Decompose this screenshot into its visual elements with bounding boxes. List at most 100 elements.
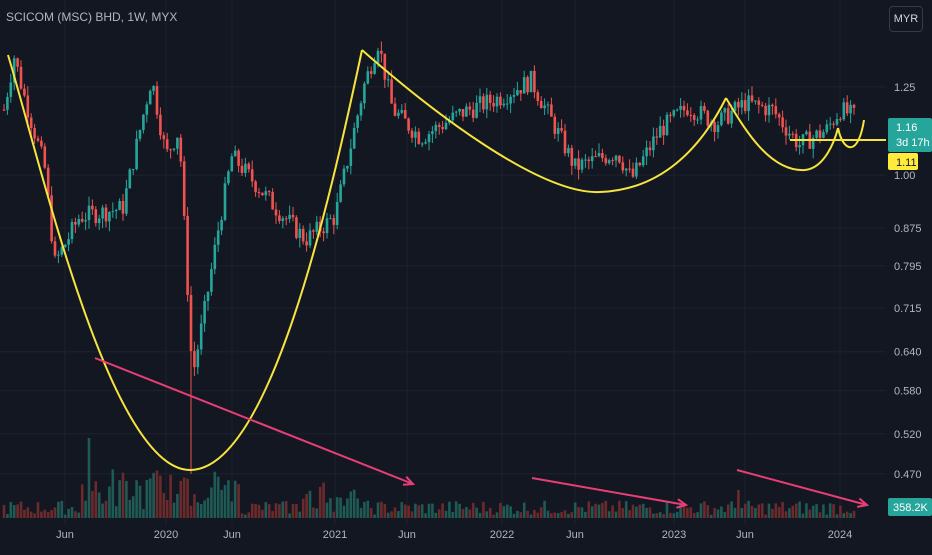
volume-bar xyxy=(519,512,523,518)
candle-body xyxy=(696,119,699,121)
volume-bar xyxy=(594,503,597,518)
volume-bar xyxy=(669,512,672,518)
volume-bar xyxy=(57,501,60,518)
currency-button[interactable]: MYR xyxy=(889,6,923,32)
volume-bar xyxy=(431,503,434,518)
volume-tag xyxy=(888,498,932,516)
volume-bar xyxy=(832,504,835,518)
candle-body xyxy=(108,211,111,222)
volume-bar xyxy=(403,504,407,518)
volume-bar xyxy=(121,472,125,518)
candle-body xyxy=(512,95,516,97)
candle-body xyxy=(737,101,740,108)
candle-body xyxy=(376,50,380,64)
volume-bar xyxy=(822,504,825,518)
candle-body xyxy=(67,239,70,245)
candle-body xyxy=(152,86,155,91)
candle-body xyxy=(618,155,621,163)
candle-body xyxy=(788,133,791,136)
volume-bar xyxy=(716,509,720,518)
volume-bar xyxy=(465,507,468,518)
candle-body xyxy=(458,108,461,112)
volume-bar xyxy=(179,480,183,518)
volume-bar xyxy=(434,512,438,518)
volume-bar xyxy=(165,500,169,518)
volume-bar xyxy=(23,509,26,518)
volume-bar xyxy=(665,502,669,518)
candle-body xyxy=(488,94,492,103)
candle-body xyxy=(257,192,261,194)
volume-bar xyxy=(577,507,580,518)
volume-bar xyxy=(774,503,778,518)
volume-bar xyxy=(169,474,172,518)
volume-bar xyxy=(553,512,557,518)
volume-trend-arrow xyxy=(736,469,868,506)
volume-bar xyxy=(108,486,111,518)
candle-body xyxy=(104,207,108,222)
volume-bar xyxy=(91,490,94,518)
candle-body xyxy=(628,168,631,170)
candle-body xyxy=(118,200,121,211)
candle-body xyxy=(723,108,727,113)
candle-body xyxy=(63,244,67,248)
candle-body xyxy=(295,217,298,238)
price-tags: 1.16 3d 17h 1.11 358.2K xyxy=(888,118,932,516)
volume-bar xyxy=(386,512,390,518)
candle-body xyxy=(80,218,84,222)
candle-body xyxy=(223,183,227,220)
candle-body xyxy=(410,130,414,138)
candle-body xyxy=(577,158,580,170)
candle-body xyxy=(845,102,849,114)
volume-tag-label: 358.2K xyxy=(893,502,929,514)
candle-body xyxy=(366,71,370,84)
candle-body xyxy=(16,58,19,67)
candle-body xyxy=(655,136,659,138)
volume-bar xyxy=(672,513,676,518)
volume-bar xyxy=(730,501,733,518)
candle-body xyxy=(679,105,682,110)
volume-bar xyxy=(240,513,244,518)
candle-body xyxy=(414,131,417,138)
volume-bar xyxy=(193,494,196,518)
candle-body xyxy=(101,207,104,219)
candle-body xyxy=(516,90,519,96)
volume-bar xyxy=(635,506,638,518)
candle-body xyxy=(403,109,407,119)
volume-bar xyxy=(652,513,655,518)
candle-body xyxy=(305,241,308,246)
candle-body xyxy=(155,86,159,115)
volume-bar xyxy=(760,503,764,518)
candle-body xyxy=(400,109,404,113)
volume-bar xyxy=(80,484,84,518)
volume-bar xyxy=(19,501,23,518)
candle-body xyxy=(227,171,230,184)
volume-bar xyxy=(522,502,526,518)
y-tick-label: 0.875 xyxy=(894,223,922,235)
volume-bar xyxy=(638,504,642,518)
drawing-overlays xyxy=(7,49,886,509)
volume-bar xyxy=(828,503,832,518)
volume-bar xyxy=(587,501,591,518)
candle-body xyxy=(777,114,781,118)
candle-body xyxy=(138,129,142,139)
volume-bar xyxy=(699,503,703,518)
volume-bar xyxy=(597,504,601,518)
candle-body xyxy=(114,210,118,212)
candle-body xyxy=(757,100,761,105)
cup-handle-curve xyxy=(7,49,363,472)
volume-bar xyxy=(9,502,13,518)
candle-body xyxy=(352,127,356,149)
volume-bar xyxy=(424,513,427,518)
volume-bar xyxy=(696,512,699,518)
candle-body xyxy=(672,110,676,116)
arrow-head xyxy=(676,498,689,509)
volume-bar xyxy=(747,500,750,518)
volume-bar xyxy=(94,481,98,518)
candle-body xyxy=(342,168,346,185)
candle-body xyxy=(148,90,152,105)
candle-body xyxy=(703,106,706,111)
volume-bar xyxy=(359,507,363,518)
volume-bar xyxy=(662,514,665,518)
candle-body xyxy=(339,184,342,202)
